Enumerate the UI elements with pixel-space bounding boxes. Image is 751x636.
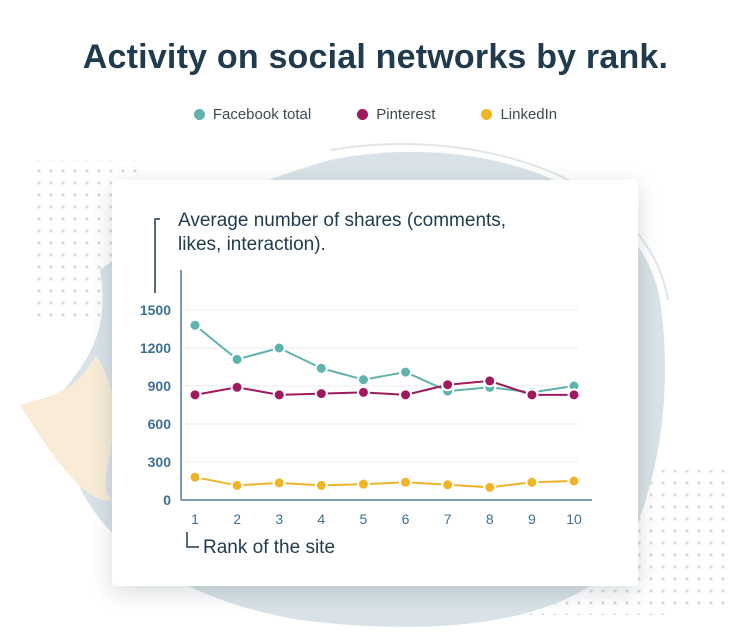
y-tick-label-900: 900 — [148, 378, 172, 394]
y-axis-label: Average number of shares (comments, like… — [178, 210, 507, 255]
y-tick-label-1500: 1500 — [140, 302, 171, 318]
data-point-linkedin-4 — [314, 478, 328, 492]
legend-item-facebook: Facebook total — [193, 106, 312, 123]
data-point-pinterest-3 — [272, 388, 286, 402]
x-tick-label-10: 10 — [566, 511, 582, 527]
x-tick-label-5: 5 — [360, 511, 368, 527]
chart-title: Activity on social networks by rank. — [82, 38, 669, 76]
data-point-linkedin-10 — [567, 474, 581, 488]
x-tick-label-8: 8 — [486, 511, 494, 527]
legend-label-pinterest: Pinterest — [376, 106, 436, 123]
data-point-facebook-2 — [230, 352, 244, 366]
data-point-facebook-3 — [272, 341, 286, 355]
legend-label-facebook: Facebook total — [212, 106, 312, 123]
data-point-facebook-4 — [314, 361, 328, 375]
data-point-linkedin-5 — [356, 477, 370, 491]
y-tick-label-0: 0 — [163, 492, 171, 508]
leaf-shape — [20, 355, 115, 501]
x-tick-label-4: 4 — [317, 511, 325, 527]
blob-outline — [329, 143, 669, 301]
legend-dot-pinterest — [357, 109, 369, 120]
x-tick-label-3: 3 — [275, 511, 283, 527]
data-point-linkedin-6 — [399, 475, 413, 489]
data-point-linkedin-2 — [230, 478, 244, 492]
data-point-pinterest-5 — [356, 385, 370, 399]
data-point-facebook-5 — [356, 373, 370, 387]
legend-label-linkedin: LinkedIn — [500, 106, 558, 123]
data-point-pinterest-7 — [441, 378, 455, 392]
legend-dot-linkedin — [481, 109, 493, 120]
data-point-pinterest-8 — [483, 374, 497, 388]
series-line-facebook — [194, 324, 575, 394]
data-point-facebook-6 — [399, 365, 413, 379]
data-point-linkedin-9 — [525, 475, 539, 489]
legend-item-linkedin: LinkedIn — [481, 106, 557, 123]
series-line-linkedin — [194, 476, 575, 489]
x-tick-label-9: 9 — [528, 511, 536, 527]
data-point-pinterest-6 — [399, 388, 413, 402]
data-point-linkedin-8 — [483, 480, 497, 494]
data-point-linkedin-1 — [188, 470, 202, 484]
legend-dot-facebook — [193, 109, 205, 120]
legend-item-pinterest: Pinterest — [357, 106, 435, 123]
y-tick-label-300: 300 — [148, 454, 172, 470]
y-label-bracket — [154, 218, 160, 293]
y-tick-label-1200: 1200 — [140, 340, 171, 356]
x-axis-label: Rank of the site — [203, 537, 336, 558]
data-point-pinterest-2 — [230, 380, 244, 394]
x-label-bracket — [186, 532, 199, 548]
x-tick-label-1: 1 — [191, 511, 199, 527]
data-point-facebook-1 — [188, 318, 202, 332]
data-point-pinterest-4 — [314, 387, 328, 401]
data-point-linkedin-3 — [272, 476, 286, 490]
x-tick-label-2: 2 — [233, 511, 241, 527]
chart-card — [112, 180, 638, 586]
data-point-pinterest-10 — [567, 388, 581, 402]
y-tick-label-600: 600 — [148, 416, 172, 432]
x-tick-label-6: 6 — [402, 511, 410, 527]
legend: Facebook total Pinterest LinkedIn — [0, 106, 751, 123]
x-tick-label-7: 7 — [444, 511, 452, 527]
data-point-pinterest-1 — [188, 388, 202, 402]
data-point-pinterest-9 — [525, 388, 539, 402]
data-point-linkedin-7 — [441, 478, 455, 492]
series-line-pinterest — [194, 379, 574, 396]
